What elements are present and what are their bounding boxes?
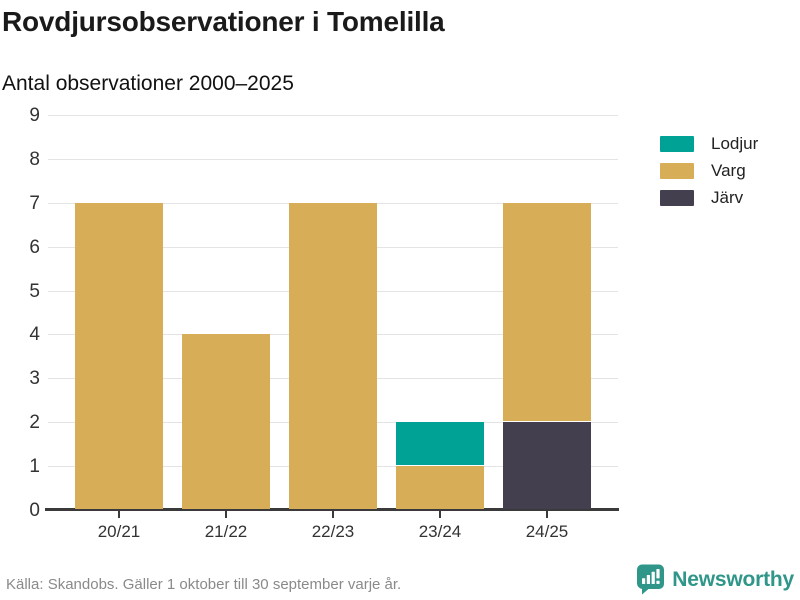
bar-segment-lodjur-2324 (396, 422, 484, 466)
bar-segment-varg-2021 (75, 202, 163, 509)
bar-segment-jarv-2425 (503, 422, 591, 509)
x-tick (439, 511, 441, 518)
x-tick-label: 24/25 (525, 522, 569, 541)
x-tick (332, 511, 334, 518)
x-tick-label: 20/21 (97, 522, 141, 541)
gridline (48, 159, 618, 160)
y-tick-label: 5 (29, 281, 40, 302)
legend-label: Varg (711, 161, 746, 180)
footer: Källa: Skandobs. Gäller 1 oktober till 3… (0, 560, 800, 600)
x-tick (225, 511, 227, 518)
x-tick-label: 23/24 (418, 522, 462, 541)
chart-subtitle: Antal observationer 2000–2025 (2, 72, 294, 95)
y-tick-label: 6 (29, 237, 40, 258)
y-tick-label: 9 (29, 105, 40, 126)
source-note: Källa: Skandobs. Gäller 1 oktober till 3… (6, 576, 402, 593)
y-tick-label: 4 (29, 324, 40, 345)
chart-title: Rovdjursobservationer i Tomelilla (2, 6, 445, 37)
legend-item-varg: Varg (660, 161, 758, 180)
newsworthy-logo-icon (637, 564, 665, 595)
x-tick-label: 22/23 (311, 522, 355, 541)
x-axis-line (45, 508, 619, 511)
gridline (48, 115, 618, 116)
x-tick (118, 511, 120, 518)
bar-segment-varg-2425 (503, 202, 591, 422)
legend-swatch-jarv (660, 190, 694, 206)
legend-swatch-varg (660, 163, 694, 179)
legend: Lodjur Varg Järv (660, 134, 759, 217)
legend-item-jarv: Järv (660, 188, 758, 207)
y-tick-label: 1 (29, 456, 40, 477)
bar-segment-varg-2324 (396, 466, 484, 509)
bar-segment-varg-2223 (289, 202, 377, 509)
x-tick-label: 21/22 (204, 522, 248, 541)
newsworthy-wordmark: Newsworthy (672, 567, 794, 591)
bar-segment-varg-2122 (182, 334, 270, 509)
y-tick-label: 8 (29, 149, 40, 170)
legend-item-lodjur: Lodjur (660, 134, 759, 153)
x-tick (546, 511, 548, 518)
y-tick-label: 3 (29, 368, 40, 389)
y-tick-label: 7 (29, 193, 40, 214)
legend-label: Järv (711, 188, 744, 207)
legend-label: Lodjur (711, 134, 759, 153)
newsworthy-branding: Newsworthy (636, 564, 794, 595)
y-tick-label: 0 (29, 500, 40, 521)
legend-swatch-lodjur (660, 136, 694, 152)
y-tick-label: 2 (29, 412, 40, 433)
